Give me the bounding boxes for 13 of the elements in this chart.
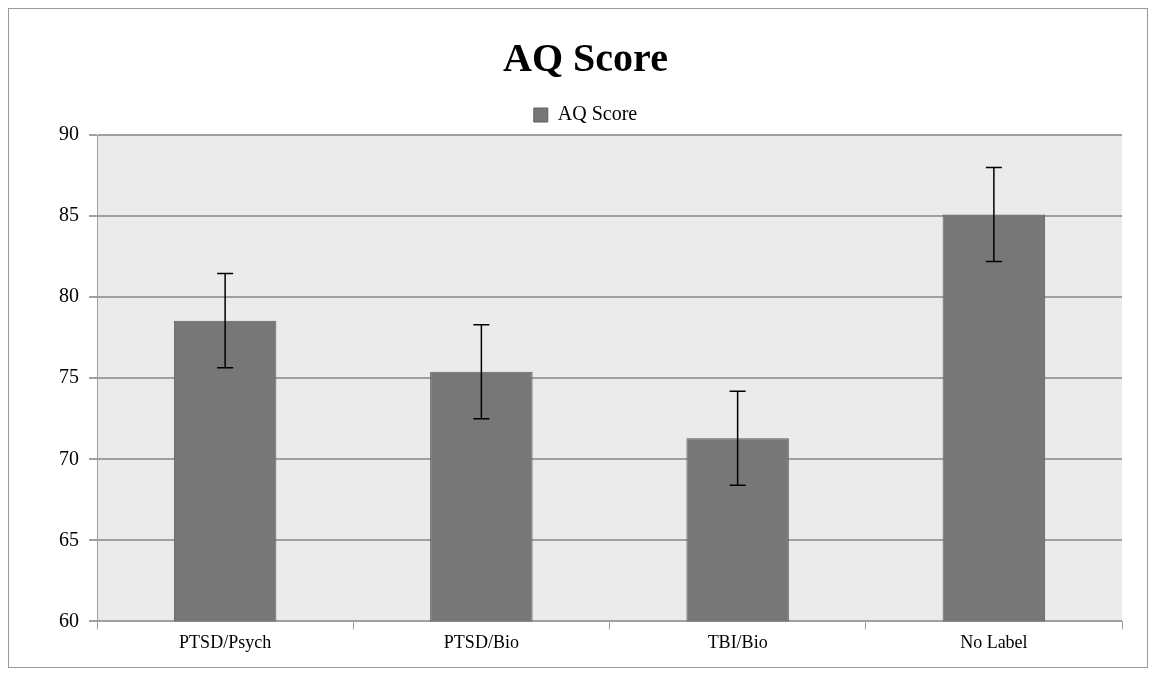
y-tick-label: 65	[59, 527, 79, 550]
y-tick-label: 60	[59, 608, 79, 631]
x-tick-label: PTSD/Bio	[443, 631, 519, 652]
chart-title: AQ Score	[503, 35, 668, 81]
x-tick-label: PTSD/Psych	[179, 631, 272, 652]
y-tick-label: 75	[59, 365, 79, 388]
y-tick-label: 80	[59, 284, 79, 307]
y-tick-label: 90	[59, 122, 79, 145]
legend-label: AQ Score	[557, 102, 638, 125]
y-tick-label: 70	[59, 446, 79, 469]
y-tick-label: 85	[59, 203, 79, 226]
x-tick-label: TBI/Bio	[707, 631, 768, 652]
x-tick-label: No Label	[960, 631, 1028, 652]
